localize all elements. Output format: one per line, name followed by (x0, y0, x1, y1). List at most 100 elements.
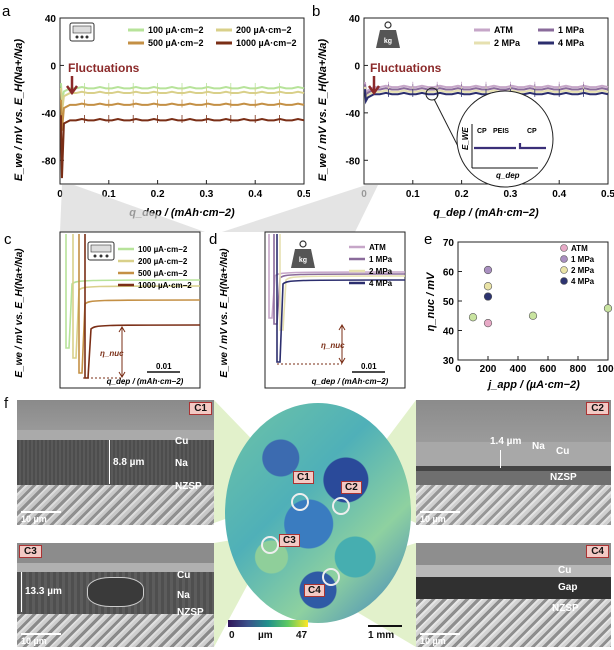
sem-c2-layer-cu: Cu (556, 446, 570, 457)
inset-source-circle (425, 87, 439, 101)
c-legend-label: 500 µA·cm−2 (138, 269, 188, 278)
sem-c3-layer-na: Na (177, 590, 190, 601)
d-zoom-line (279, 234, 406, 331)
map-tag-c2: C2 (341, 481, 362, 494)
a-series-line (59, 99, 305, 131)
map-scalebar-label: 1 mm (368, 630, 395, 641)
a-legend-label: 1000 µA·cm−2 (236, 38, 296, 48)
sem-c4-tag: C4 (586, 545, 609, 558)
e-ytick-label: 40 (443, 327, 455, 338)
colorbar-unit: µm (258, 630, 273, 641)
a-series-line (59, 83, 305, 102)
sem-c1-layer-nzsp: NZSP (175, 481, 202, 492)
panel-c-eta-arrow (118, 326, 126, 378)
sem-c2-scalebar-label: 10 µm (420, 514, 446, 524)
svg-text:kg: kg (384, 38, 392, 45)
e-scatter-point (468, 313, 478, 322)
d-legend-label: 1 MPa (369, 255, 393, 264)
sem-c1-thickness: 8.8 µm (113, 457, 145, 468)
inset-zoom: CP PEIS CP E_WE q_dep (456, 90, 554, 188)
map-tag-c1: C1 (293, 471, 314, 484)
sem-image-c2: C2 Cu Na NZSP 1.4 µm 10 µm (416, 400, 611, 525)
e-legend-label: 4 MPa (571, 277, 595, 286)
e-legend-label: 2 MPa (571, 266, 595, 275)
a-series-line (59, 115, 305, 179)
e-legend-marker (560, 277, 568, 285)
sem-c2-layer-na: Na (532, 441, 545, 452)
d-legend-label: ATM (369, 243, 386, 252)
b-xtick-label: 0.2 (455, 189, 469, 200)
a-xtick-label: 0 (57, 189, 63, 200)
b-xtick-label: 0.5 (601, 189, 614, 200)
b-series-line (363, 84, 609, 100)
panel-d-scalebar-label: 0.01 (361, 362, 377, 371)
inset-cp-2: CP (527, 128, 537, 135)
sem-image-c3: C3 Cu Na NZSP 13.3 µm 10 µm (17, 543, 214, 647)
sem-c1-tag: C1 (189, 402, 212, 415)
panel-b-xlabel: q_dep / (mAh·cm−2) (433, 207, 539, 219)
panel-e-ylabel: η_nuc / mV (425, 271, 437, 331)
map-tag-c3: C3 (279, 534, 300, 547)
svg-text:kg: kg (299, 257, 307, 264)
weight-icon: kg (376, 21, 400, 48)
e-legend-marker (560, 255, 568, 263)
panel-a-arrow (65, 76, 79, 96)
inset-peis: PEIS (493, 128, 509, 135)
panel-c-axes-frame (59, 231, 201, 389)
a-legend-label: 200 µA·cm−2 (236, 25, 291, 35)
e-scatter-point (483, 292, 493, 301)
map-tag-c4: C4 (304, 584, 325, 597)
panel-b-letter: b (312, 3, 320, 20)
sem-c4-layer-cu: Cu (558, 565, 572, 576)
panel-c-scalebar-label: 0.01 (156, 362, 172, 371)
c-legend-label: 100 µA·cm−2 (138, 245, 188, 254)
e-ytick-label: 50 (443, 297, 455, 308)
panel-a-letter: a (2, 3, 11, 20)
panel-d-axes-frame (264, 231, 406, 389)
e-scatter-point (483, 319, 493, 328)
d-zoom-line (276, 234, 406, 363)
panel-a-fluctuations-label: Fluctuations (68, 61, 140, 75)
b-ytick-label: 40 (349, 14, 361, 25)
panel-b-axes-frame (363, 17, 609, 185)
colorbar (228, 620, 308, 627)
e-legend-label: 1 MPa (571, 255, 595, 264)
b-xtick-label: 0.3 (503, 189, 517, 200)
sem-c1-scalebar (21, 511, 61, 513)
a-ytick-label: -80 (42, 156, 57, 167)
colorbar-min: 0 (229, 630, 235, 641)
c-zoom-line (84, 234, 201, 379)
colorbar-max: 47 (296, 630, 308, 641)
a-ytick-label: 0 (50, 61, 56, 72)
map-circle-c1 (291, 493, 309, 511)
panel-c-xlabel: q_dep / (mAh·cm−2) (107, 377, 184, 386)
e-ytick-label: 60 (443, 268, 455, 279)
sem-c1-layer-cu: Cu (175, 436, 189, 447)
e-xtick-label: 600 (540, 364, 557, 375)
panel-c-eta-label: η_nuc (100, 349, 124, 358)
thickness-map: C1 C2 C3 C4 (225, 403, 411, 623)
potentiostat-icon (69, 22, 95, 42)
inset-cp-1: CP (477, 128, 487, 135)
panel-c-chart: c E_we / mV vs. E_H(Na+/Na) q_dep / (mAh… (4, 231, 201, 389)
sem-c2-layer-nzsp: NZSP (550, 472, 577, 483)
b-legend-label: 1 MPa (558, 25, 585, 35)
panel-a-axes-frame (59, 17, 305, 185)
panel-c-potentiostat-icon (87, 241, 115, 261)
panel-e-chart: e 30 40 50 60 70 0 200 400 600 800 1000 η_nuc / mV… (424, 231, 614, 391)
a-series-line (59, 87, 305, 113)
panel-b-ylabel: E_we / mV vs. E_H(Na+/Na) (317, 39, 329, 181)
zoom-wedges (60, 185, 378, 232)
d-legend-label: 2 MPa (369, 267, 393, 276)
panel-d-ylabel: E_we / mV vs. E_H(Na+/Na) (219, 248, 230, 378)
sem-c3-scalebar-label: 10 µm (21, 636, 47, 646)
sem-image-c4: C4 Cu Gap NZSP 10 µm (416, 543, 611, 647)
b-legend-label: ATM (494, 25, 513, 35)
a-legend-label: 500 µA·cm−2 (148, 38, 203, 48)
sem-c3-thickness-arrow (21, 572, 22, 612)
panel-f-letter: f (4, 395, 9, 412)
a-xtick-label: 0.3 (199, 189, 213, 200)
b-xtick-label: 0.1 (406, 189, 420, 200)
panel-e-xlabel: j_app / (µA·cm−2) (486, 379, 580, 391)
b-legend-label: 4 MPa (558, 38, 585, 48)
